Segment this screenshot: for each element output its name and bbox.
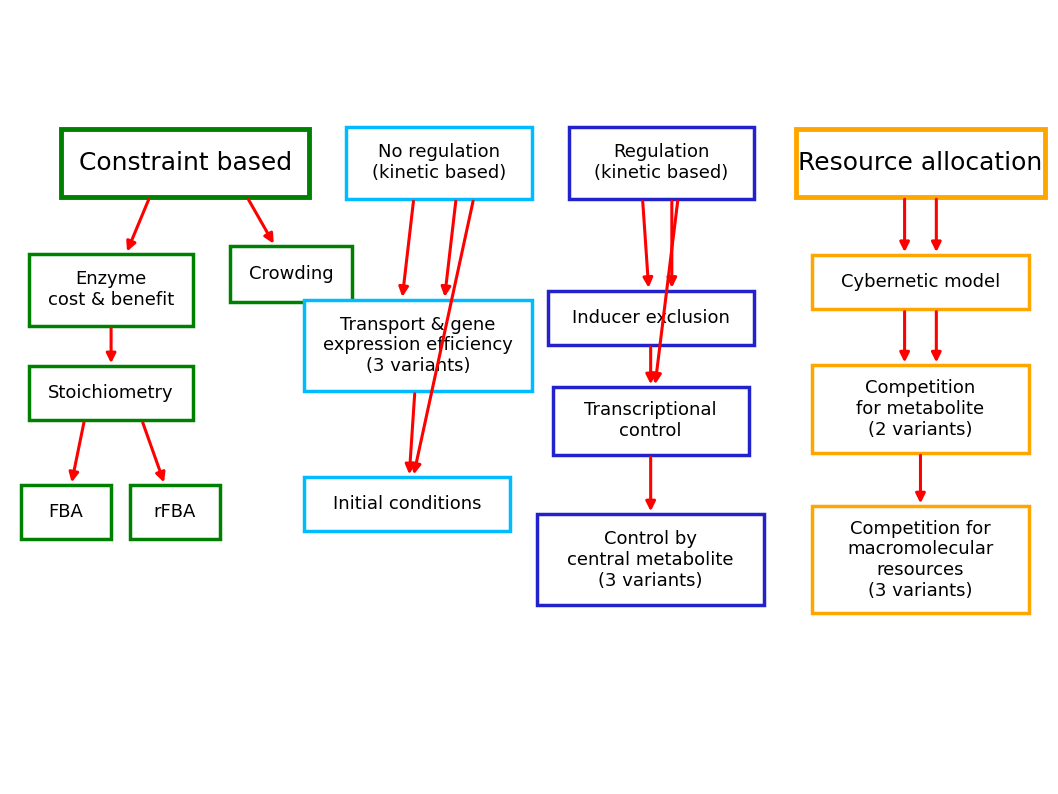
FancyBboxPatch shape (813, 507, 1028, 613)
FancyBboxPatch shape (552, 387, 749, 454)
Text: Resource allocation: Resource allocation (799, 151, 1042, 175)
FancyBboxPatch shape (231, 246, 351, 302)
FancyBboxPatch shape (813, 255, 1028, 309)
FancyBboxPatch shape (548, 291, 753, 345)
Text: Competition
for metabolite
(2 variants): Competition for metabolite (2 variants) (856, 379, 985, 439)
Text: Inducer exclusion: Inducer exclusion (571, 309, 730, 326)
FancyBboxPatch shape (20, 485, 111, 539)
Text: rFBA: rFBA (153, 503, 196, 521)
Text: Crowding: Crowding (249, 265, 333, 283)
Text: No regulation
(kinetic based): No regulation (kinetic based) (372, 144, 506, 182)
Text: Initial conditions: Initial conditions (333, 495, 481, 513)
Text: Stoichiometry: Stoichiometry (49, 384, 174, 402)
FancyBboxPatch shape (813, 365, 1028, 453)
Text: Competition for
macromolecular
resources
(3 variants): Competition for macromolecular resources… (847, 519, 993, 600)
FancyBboxPatch shape (60, 129, 309, 197)
Text: Enzyme
cost & benefit: Enzyme cost & benefit (48, 271, 175, 309)
FancyBboxPatch shape (536, 515, 764, 605)
FancyBboxPatch shape (129, 485, 220, 539)
FancyBboxPatch shape (569, 127, 753, 198)
Text: Cybernetic model: Cybernetic model (841, 273, 1000, 291)
FancyBboxPatch shape (305, 300, 532, 391)
FancyBboxPatch shape (347, 127, 531, 198)
FancyBboxPatch shape (797, 129, 1044, 197)
FancyBboxPatch shape (305, 477, 510, 531)
Text: Control by
central metabolite
(3 variants): Control by central metabolite (3 variant… (567, 530, 734, 590)
Text: Constraint based: Constraint based (78, 151, 292, 175)
Text: Regulation
(kinetic based): Regulation (kinetic based) (595, 144, 728, 182)
Text: FBA: FBA (49, 503, 83, 521)
Text: Transport & gene
expression efficiency
(3 variants): Transport & gene expression efficiency (… (323, 315, 513, 376)
FancyBboxPatch shape (29, 254, 194, 326)
Text: Transcriptional
control: Transcriptional control (584, 402, 717, 440)
FancyBboxPatch shape (29, 366, 194, 420)
